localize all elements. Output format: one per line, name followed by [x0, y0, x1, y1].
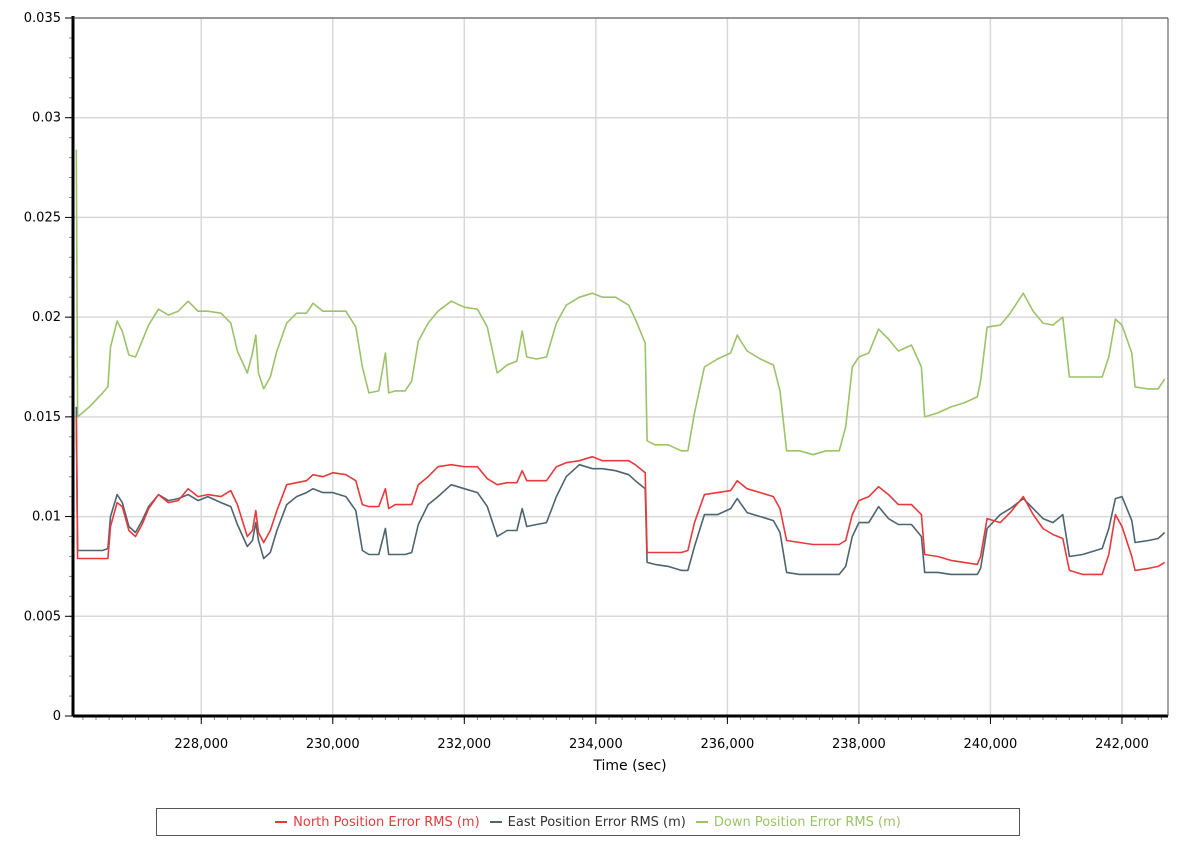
legend-item: Down Position Error RMS (m) [695, 814, 901, 830]
line-chart: 0 0.005 0.01 0.015 0.02 0.025 0.03 0.035 228,00… [24, 11, 1169, 774]
series-lines [75, 149, 1166, 576]
legend-label: Down Position Error RMS (m) [713, 814, 901, 830]
x-tick-label: 230,000 [306, 737, 360, 752]
series-line-2 [75, 149, 1166, 456]
legend-swatch [695, 821, 708, 823]
x-axis-ticks: 228,000 230,000 232,000 234,000 236,000 238,0… [82, 716, 1162, 752]
x-tick-label: 240,000 [964, 737, 1018, 752]
legend-label: East Position Error RMS (m) [507, 814, 686, 830]
legend: North Position Error RMS (m) East Positio… [156, 808, 1020, 836]
x-tick-label: 234,000 [569, 737, 623, 752]
legend-item: North Position Error RMS (m) [275, 815, 480, 830]
x-tick-label: 236,000 [700, 737, 754, 752]
series-line-0 [75, 416, 1166, 576]
legend-label: North Position Error RMS (m) [293, 814, 480, 830]
plot-background [73, 18, 1168, 716]
grid [73, 17, 1168, 716]
x-tick-label: 232,000 [437, 737, 491, 752]
x-tick-label: 242,000 [1095, 737, 1149, 752]
y-tick-label: 0.035 [24, 11, 61, 26]
x-tick-label: 238,000 [832, 737, 886, 752]
legend-swatch [275, 821, 288, 823]
x-tick-label: 228,000 [174, 737, 228, 752]
y-tick-label: 0.03 [32, 111, 61, 126]
y-tick-label: 0.01 [32, 510, 61, 525]
y-tick-label: 0 [53, 709, 61, 724]
legend-item: East Position Error RMS (m) [489, 814, 686, 830]
legend-swatch [489, 821, 502, 823]
y-axis-ticks: 0 0.005 0.01 0.015 0.02 0.025 0.03 0.035 [24, 11, 73, 724]
y-tick-label: 0.005 [24, 609, 61, 624]
x-axis-title: Time (sec) [592, 758, 666, 774]
y-tick-label: 0.025 [24, 210, 61, 225]
series-line-1 [75, 406, 1166, 576]
y-tick-label: 0.015 [24, 410, 61, 425]
y-tick-label: 0.02 [32, 310, 61, 325]
